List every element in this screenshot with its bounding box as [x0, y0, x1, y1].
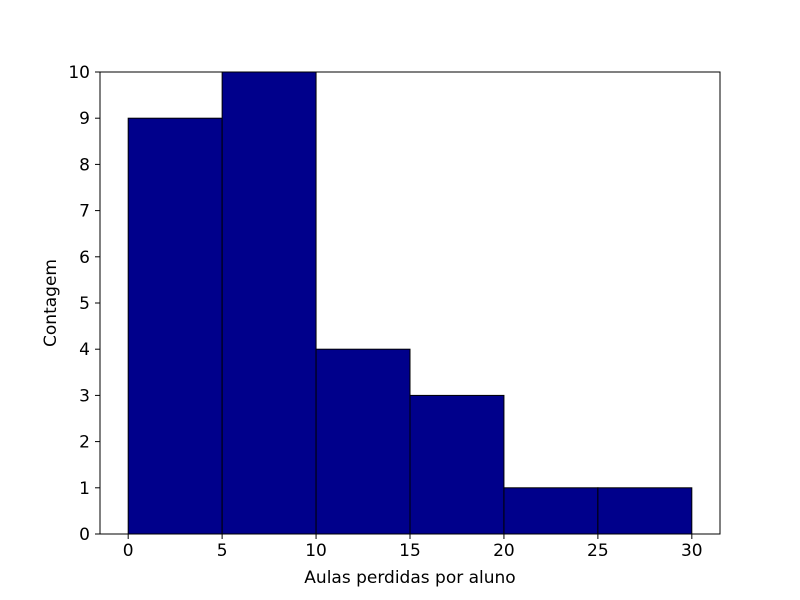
y-tick-label-9: 9	[79, 109, 90, 129]
x-tick-label-25: 25	[587, 541, 609, 561]
x-tick-label-20: 20	[493, 541, 515, 561]
histogram-bar-0	[127, 117, 223, 535]
x-axis-ticks: 0 5 10 15 20 25 30	[123, 534, 703, 561]
bars-group	[127, 71, 693, 535]
histogram-bar-1	[221, 71, 317, 535]
x-tick-label-0: 0	[123, 541, 134, 561]
x-tick-label-30: 30	[681, 541, 703, 561]
y-tick-label-10: 10	[68, 63, 90, 83]
histogram-bar-2	[315, 348, 411, 535]
y-tick-label-7: 7	[79, 202, 90, 222]
x-tick-label-15: 15	[399, 541, 421, 561]
y-tick-label-5: 5	[79, 294, 90, 314]
histogram-bar-4	[503, 487, 599, 535]
y-axis-ticks: 0 1 2 3 4 5 6 7 8 9 10	[68, 63, 100, 545]
histogram-bar-5	[597, 487, 693, 535]
x-tick-label-10: 10	[305, 541, 327, 561]
y-tick-label-3: 3	[79, 386, 90, 406]
y-tick-label-4: 4	[79, 340, 90, 360]
y-axis-label: Contagem	[41, 259, 61, 347]
y-tick-label-2: 2	[79, 433, 90, 453]
x-tick-label-5: 5	[217, 541, 228, 561]
x-axis-label: Aulas perdidas por aluno	[304, 568, 515, 588]
y-tick-label-1: 1	[79, 479, 90, 499]
y-tick-label-8: 8	[79, 155, 90, 175]
y-tick-label-0: 0	[79, 525, 90, 545]
y-tick-label-6: 6	[79, 248, 90, 268]
histogram-bar-3	[409, 394, 505, 535]
